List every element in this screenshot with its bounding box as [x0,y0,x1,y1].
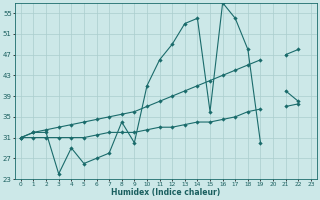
X-axis label: Humidex (Indice chaleur): Humidex (Indice chaleur) [111,188,220,197]
